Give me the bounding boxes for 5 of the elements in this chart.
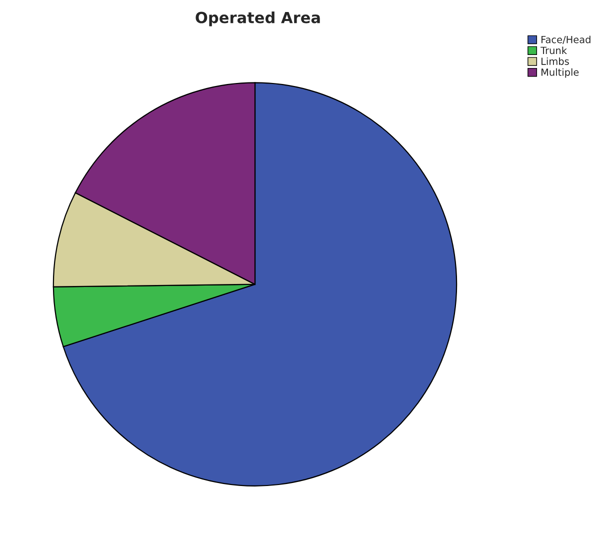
legend-label: Limbs [542, 57, 569, 65]
legend-label: Multiple [542, 68, 579, 78]
legend-label: Trunk [540, 46, 567, 54]
chart-title: Operated Area [196, 11, 320, 26]
legend-label: Face/Head [542, 36, 590, 44]
